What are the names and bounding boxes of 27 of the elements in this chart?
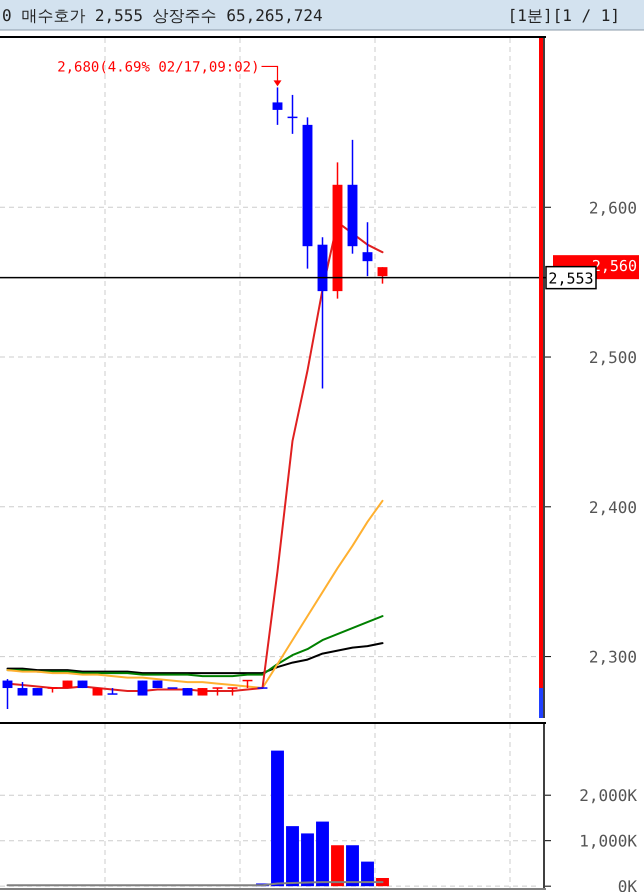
line-series <box>6 615 384 678</box>
candlestick <box>2 678 12 710</box>
y-tick-label: 1,000K <box>579 832 638 851</box>
bar <box>301 833 314 886</box>
bar <box>331 845 344 886</box>
y-tick-label: 2,000K <box>579 786 638 806</box>
y-tick-label: 2,300 <box>588 648 637 667</box>
line-series <box>6 500 384 689</box>
y-tick-label: 0K <box>618 877 638 892</box>
chart-title: 0 매수호가 2,555 상장주수 65,265,724 <box>2 6 323 25</box>
bar <box>286 826 299 886</box>
candlestick <box>138 680 148 696</box>
bar <box>271 750 284 886</box>
y-tick-label: 2,500 <box>588 348 637 368</box>
bar <box>346 845 359 886</box>
line-series <box>6 642 384 674</box>
candlestick <box>362 221 372 277</box>
bar <box>361 862 374 886</box>
y-tick-label: 2,400 <box>588 498 637 517</box>
candlestick <box>18 681 28 696</box>
chart-subtitle: [1분][1 / 1] <box>508 6 620 25</box>
annotation: 2,680(4.69% 02/17,09:02) <box>57 59 260 76</box>
ref-line-label: 2,553 <box>548 270 594 288</box>
candlestick <box>378 266 388 284</box>
y-tick-label: 2,600 <box>588 198 637 218</box>
candlestick <box>272 86 282 126</box>
bar <box>316 822 329 886</box>
